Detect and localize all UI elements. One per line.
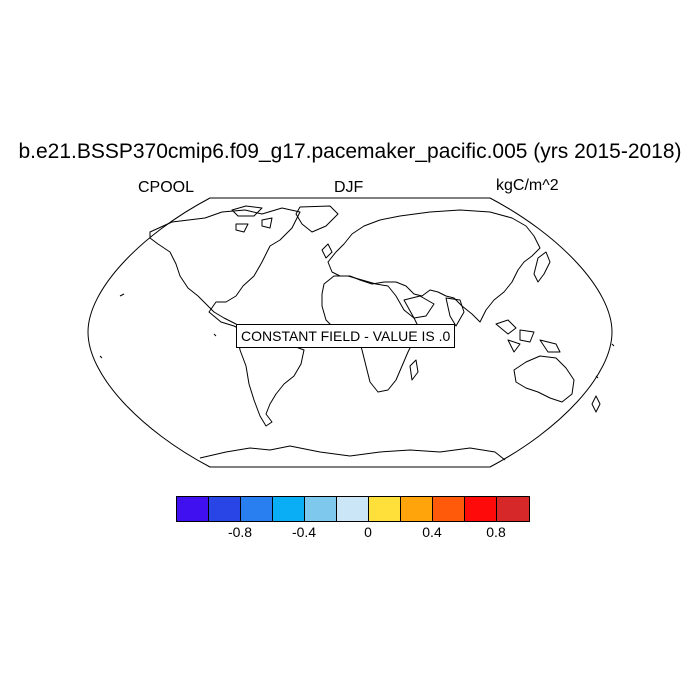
colorbar-tick-label: 0.8 [486, 524, 506, 540]
colorbar-tick-label: 0 [364, 524, 372, 540]
season-label: DJF [334, 179, 364, 196]
india-coast [445, 297, 465, 327]
colorbar-swatch-5 [337, 497, 369, 521]
north-america-coast [149, 207, 301, 331]
colorbar-tick-label: -0.4 [291, 524, 317, 540]
british-isles [321, 243, 333, 259]
southeast-asia-islands [495, 319, 561, 353]
antarctica-coast [199, 445, 506, 461]
colorbar-swatch-8 [433, 497, 465, 521]
colorbar-swatch-6 [369, 497, 401, 521]
new-zealand-coast [591, 395, 601, 413]
plot-title: b.e21.BSSP370cmip6.f09_g17.pacemaker_pac… [18, 140, 682, 163]
eurasia-coast [327, 209, 541, 323]
colorbar-swatch-0 [177, 497, 209, 521]
australia-coast [513, 355, 575, 403]
colorbar-swatch-2 [241, 497, 273, 521]
small-islands [99, 293, 615, 379]
colorbar-tick-label: 0.4 [422, 524, 442, 540]
arabian-peninsula [403, 295, 435, 319]
colorbar [176, 496, 530, 522]
colorbar-swatch-1 [209, 497, 241, 521]
madagascar-coast [409, 359, 419, 381]
colorbar-swatch-10 [497, 497, 529, 521]
colorbar-swatch-7 [401, 497, 433, 521]
colorbar-swatch-9 [465, 497, 497, 521]
colorbar-tick-label: -0.8 [227, 524, 253, 540]
colorbar-swatch-4 [305, 497, 337, 521]
colorbar-swatch-3 [273, 497, 305, 521]
greenland-coast [295, 205, 339, 233]
variable-label: CPOOL [138, 179, 195, 196]
arctic-islands [231, 205, 273, 233]
constant-field-note: CONSTANT FIELD - VALUE IS .0 [236, 324, 456, 348]
japan-coast [533, 251, 551, 283]
units-label: kgC/m^2 [496, 177, 559, 194]
